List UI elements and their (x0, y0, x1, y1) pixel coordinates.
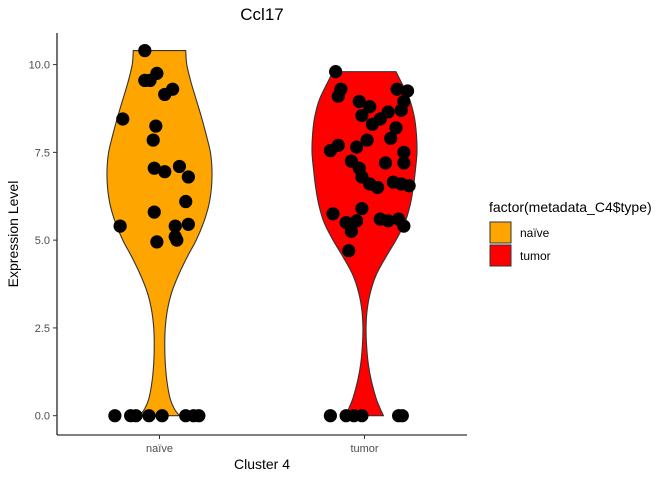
data-point (181, 217, 195, 231)
data-point (158, 165, 172, 179)
data-point (323, 144, 337, 158)
data-point (397, 156, 411, 170)
data-point (147, 205, 161, 219)
y-tick-label: 0.0 (35, 411, 50, 423)
data-point (397, 145, 411, 159)
data-point (355, 201, 369, 216)
data-point (371, 180, 385, 195)
x-tick-label-0: naïve (146, 443, 173, 455)
data-point (326, 207, 340, 221)
data-point (360, 133, 374, 147)
data-point (170, 233, 184, 247)
data-point (179, 194, 193, 209)
points-layer (108, 43, 416, 423)
legend-label-0: naïve (520, 226, 550, 240)
data-point (192, 409, 206, 423)
data-point (402, 179, 416, 193)
y-tick-label: 2.5 (35, 323, 50, 335)
data-point (323, 409, 337, 423)
legend-title: factor(metadata_C4$type) (489, 199, 652, 215)
data-point (342, 244, 356, 258)
y-tick-label: 7.5 (35, 147, 50, 159)
data-point (147, 161, 161, 175)
data-point (150, 235, 164, 249)
data-point (155, 409, 169, 423)
y-tick-label: 5.0 (35, 235, 50, 247)
data-point (350, 214, 364, 228)
data-point (143, 73, 157, 87)
y-tick-label: 10.0 (29, 60, 50, 72)
legend: factor(metadata_C4$type) naïve tumor (489, 199, 652, 267)
x-tick-label-1: tumor (350, 443, 378, 455)
x-axis-ticks: naïve tumor (146, 435, 379, 455)
data-point (158, 87, 172, 102)
data-point (384, 131, 398, 145)
data-point (397, 219, 411, 233)
data-point (108, 409, 122, 423)
y-axis-title: Expression Level (5, 181, 21, 288)
data-point (355, 108, 369, 123)
data-point (363, 100, 377, 114)
legend-key-1 (489, 244, 512, 267)
data-point (138, 43, 152, 58)
data-point (355, 409, 369, 423)
x-axis-title: Cluster 4 (234, 456, 290, 472)
violin-layer (106, 50, 418, 417)
data-point (181, 170, 195, 184)
data-point (329, 65, 343, 79)
violin-1 (311, 71, 418, 417)
data-point (172, 159, 187, 174)
data-point (390, 82, 404, 96)
data-point (344, 224, 358, 238)
violin-0 (106, 50, 213, 417)
data-point (146, 133, 160, 147)
data-point (142, 409, 156, 423)
data-point (395, 409, 409, 423)
legend-entries: naïve tumor (489, 221, 551, 267)
data-point (113, 219, 127, 233)
y-axis-ticks: 0.0 2.5 5.0 7.5 10.0 (29, 60, 57, 423)
data-point (394, 103, 408, 117)
data-point (378, 156, 393, 170)
legend-key-0 (489, 221, 512, 244)
data-point (129, 409, 143, 423)
data-point (365, 117, 379, 131)
data-point (352, 94, 366, 109)
chart-title: Ccl17 (240, 5, 283, 24)
data-point (400, 84, 415, 98)
data-point (149, 119, 163, 133)
data-point (116, 112, 130, 126)
data-point (331, 89, 345, 103)
data-point (381, 214, 395, 228)
data-point (168, 219, 182, 233)
data-point (389, 121, 403, 135)
data-point (350, 140, 364, 154)
legend-label-1: tumor (520, 249, 551, 263)
